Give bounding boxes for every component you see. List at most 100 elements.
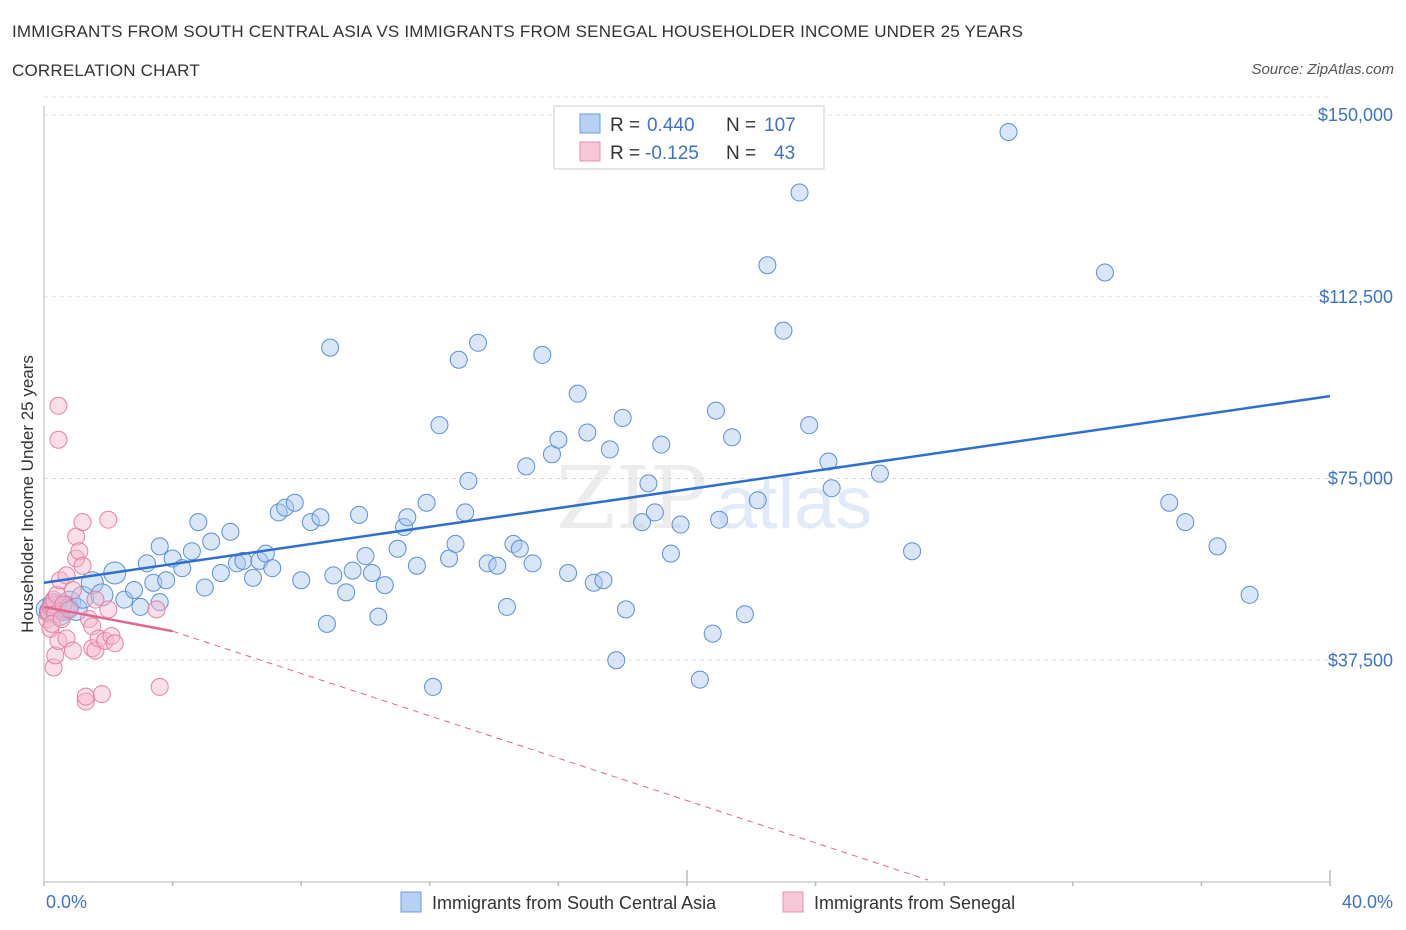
data-point-south-central-asia <box>616 600 635 619</box>
data-point-south-central-asia <box>517 457 536 476</box>
data-point-south-central-asia <box>150 537 169 556</box>
data-point-south-central-asia <box>497 597 516 616</box>
data-point-south-central-asia <box>157 571 176 590</box>
series-legend: Immigrants from South Central Asia Immig… <box>400 891 1015 913</box>
data-point-south-central-asia <box>449 350 468 369</box>
data-point-south-central-asia <box>317 614 336 633</box>
data-point-south-central-asia <box>800 416 819 435</box>
x-tick-label-max: 40.0% <box>1342 892 1393 912</box>
data-point-senegal <box>70 542 89 561</box>
data-point-south-central-asia <box>285 493 304 512</box>
y-axis-label: Householder Income Under 25 years <box>18 355 37 633</box>
data-point-south-central-asia <box>559 564 578 583</box>
data-point-senegal <box>73 513 92 532</box>
data-point-south-central-asia <box>324 566 343 585</box>
data-point-south-central-asia <box>356 547 375 566</box>
series-south-central-asia <box>35 122 1259 696</box>
data-point-senegal <box>105 634 124 653</box>
data-point-south-central-asia <box>182 542 201 561</box>
data-point-south-central-asia <box>1240 585 1259 604</box>
data-point-senegal <box>150 677 169 696</box>
data-point-south-central-asia <box>417 493 436 512</box>
legend-swatch-pink <box>579 141 601 162</box>
data-point-south-central-asia <box>398 508 417 527</box>
data-point-south-central-asia <box>369 607 388 626</box>
data-point-south-central-asia <box>189 513 208 532</box>
y-tick-label-112500: $112,500 <box>1319 287 1393 307</box>
legend-pink-n-label: N = <box>726 143 756 164</box>
data-point-senegal <box>76 692 95 711</box>
data-point-south-central-asia <box>671 515 690 534</box>
data-point-south-central-asia <box>652 435 671 454</box>
data-point-south-central-asia <box>607 651 626 670</box>
data-point-south-central-asia <box>639 474 658 493</box>
data-point-south-central-asia <box>202 532 221 551</box>
data-point-south-central-asia <box>115 590 134 609</box>
data-point-south-central-asia <box>1095 263 1114 282</box>
data-point-south-central-asia <box>469 333 488 352</box>
data-point-south-central-asia <box>488 556 507 575</box>
data-point-south-central-asia <box>350 505 369 524</box>
data-point-south-central-asia <box>723 428 742 447</box>
data-point-south-central-asia <box>58 590 82 614</box>
data-point-south-central-asia <box>706 401 725 420</box>
data-point-south-central-asia <box>446 534 465 553</box>
data-point-south-central-asia <box>533 345 552 364</box>
data-point-south-central-asia <box>71 585 95 609</box>
data-point-south-central-asia <box>568 384 587 403</box>
data-point-south-central-asia <box>362 564 381 583</box>
data-point-south-central-asia <box>456 503 475 522</box>
trend-extension-senegal <box>172 630 929 881</box>
data-point-south-central-asia <box>523 554 542 573</box>
data-point-south-central-asia <box>999 122 1018 141</box>
trend-lines <box>43 394 1331 881</box>
data-point-senegal <box>86 641 105 660</box>
data-point-south-central-asia <box>748 491 767 510</box>
legend-pink-n-value: 43 <box>774 143 795 164</box>
data-point-south-central-asia <box>263 559 282 578</box>
data-point-south-central-asia <box>276 498 295 517</box>
data-point-south-central-asia <box>343 561 362 580</box>
chart-subtitle: CORRELATION CHART <box>12 61 200 80</box>
legend-blue-r-label: R = <box>610 115 640 136</box>
chart-title: IMMIGRANTS FROM SOUTH CENTRAL ASIA VS IM… <box>12 22 1024 41</box>
data-point-south-central-asia <box>311 508 330 527</box>
data-point-south-central-asia <box>578 423 597 442</box>
data-point-south-central-asia <box>613 408 632 427</box>
y-tick-label-37500: $37,500 <box>1328 650 1393 670</box>
data-point-senegal <box>63 580 82 599</box>
data-point-south-central-asia <box>822 479 841 498</box>
data-point-senegal <box>46 646 65 665</box>
data-point-south-central-asia <box>321 338 340 357</box>
data-point-south-central-asia <box>661 544 680 563</box>
bottom-legend-swatch-pink <box>782 891 804 913</box>
data-point-south-central-asia <box>758 256 777 275</box>
data-point-south-central-asia <box>292 571 311 590</box>
data-point-south-central-asia <box>388 539 407 558</box>
data-point-south-central-asia <box>510 539 529 558</box>
data-point-south-central-asia <box>735 605 754 624</box>
watermark-text: ZIP <box>556 449 708 549</box>
data-point-south-central-asia <box>211 564 230 583</box>
data-point-south-central-asia <box>1160 493 1179 512</box>
data-point-senegal <box>43 614 62 633</box>
legend-pink-r-value: -0.125 <box>645 143 699 164</box>
data-point-south-central-asia <box>234 551 253 570</box>
data-point-south-central-asia <box>424 677 443 696</box>
data-point-south-central-asia <box>221 522 240 541</box>
data-point-south-central-asia <box>430 416 449 435</box>
data-point-south-central-asia <box>600 440 619 459</box>
data-point-senegal <box>86 590 105 609</box>
data-point-south-central-asia <box>549 430 568 449</box>
data-point-south-central-asia <box>903 542 922 561</box>
x-axis-ticks <box>43 870 1331 886</box>
data-point-south-central-asia <box>375 576 394 595</box>
data-point-south-central-asia <box>131 597 150 616</box>
data-point-senegal <box>99 510 118 529</box>
legend-pink-r-label: R = <box>610 143 640 164</box>
data-point-senegal <box>76 687 95 706</box>
data-point-south-central-asia <box>790 183 809 202</box>
legend-blue-n-label: N = <box>726 115 756 136</box>
data-point-south-central-asia <box>1208 537 1227 556</box>
